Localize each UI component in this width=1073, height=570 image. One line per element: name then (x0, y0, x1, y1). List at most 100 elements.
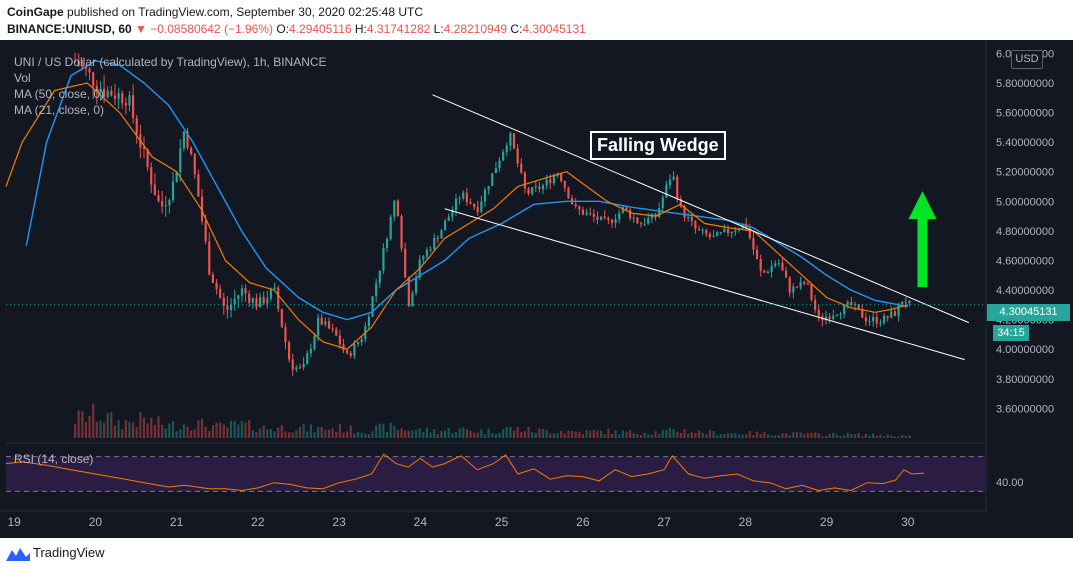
candle-body (404, 248, 407, 278)
time-tick-label: 30 (901, 515, 915, 529)
footer: TradingView (0, 538, 1073, 570)
candle-body (502, 151, 505, 161)
time-tick-label: 27 (657, 515, 671, 529)
candle-body (814, 299, 817, 310)
volume-bar (520, 432, 523, 438)
candle-body (781, 263, 784, 271)
volume-bar (596, 430, 599, 438)
time-tick-label: 24 (414, 515, 428, 529)
volume-bar (222, 424, 225, 438)
volume-bar (538, 428, 541, 438)
candle-body (269, 288, 273, 299)
candle-body (396, 200, 400, 217)
volume-bar (759, 434, 762, 438)
volume-bar (240, 421, 244, 438)
volume-bar (861, 436, 864, 438)
candle-body (719, 232, 722, 234)
volume-bar (491, 432, 494, 438)
candle-body (610, 219, 614, 223)
volume-bar (121, 428, 124, 438)
volume-bar (868, 435, 871, 438)
candle-body (280, 308, 283, 328)
candle-body (901, 302, 904, 305)
volume-bar (335, 431, 338, 438)
volume-bar (353, 433, 356, 438)
candle-body (683, 206, 686, 218)
candle-body (353, 344, 356, 356)
volume-bar (589, 430, 592, 438)
rsi-legend[interactable]: RSI (14, close) (14, 452, 94, 466)
volume-bar (161, 424, 164, 438)
volume-bar (396, 429, 400, 438)
candle-body (480, 201, 483, 212)
legend-volume[interactable]: Vol (14, 71, 31, 85)
candle-body (491, 173, 494, 187)
volume-bar (697, 430, 701, 438)
volume-bar (770, 435, 773, 438)
volume-bar (632, 433, 635, 438)
candle-body (371, 296, 374, 317)
candle-body (665, 185, 668, 198)
volume-bar (433, 429, 436, 438)
publisher-name[interactable]: CoinGape (7, 5, 64, 19)
volume-bar (215, 422, 218, 438)
low-label: L: (433, 22, 444, 36)
candle-body (679, 198, 682, 207)
candle-body (204, 221, 207, 242)
volume-bar (636, 434, 639, 438)
volume-bar (367, 433, 370, 438)
candle-body (701, 229, 704, 231)
volume-bar (389, 422, 392, 438)
candle-body (567, 187, 570, 199)
tradingview-logo-icon[interactable] (6, 545, 30, 561)
tradingview-brand[interactable]: TradingView (33, 545, 105, 560)
candle-body (694, 221, 697, 229)
currency-button[interactable]: USD (1011, 50, 1043, 69)
candle-body (614, 219, 617, 223)
candle-body (897, 304, 900, 316)
candle-body (589, 212, 592, 214)
volume-bar (171, 421, 175, 438)
volume-bar (295, 430, 298, 438)
candle-body (850, 302, 853, 305)
candle-body (832, 315, 835, 319)
volume-bar (574, 431, 577, 438)
candle-body (226, 305, 229, 311)
volume-bar (153, 424, 156, 438)
legend-ma21[interactable]: MA (21, close, 0) (14, 103, 105, 117)
candle-body (113, 95, 117, 99)
volume-bar (716, 435, 719, 438)
candle-body (723, 229, 726, 233)
candle-body (835, 315, 838, 317)
volume-bar (719, 434, 722, 438)
candle-body (142, 147, 146, 149)
candle-body (407, 277, 410, 307)
volume-bar (886, 434, 889, 438)
volume-bar (182, 424, 185, 438)
volume-bar (810, 432, 813, 438)
candle-body (734, 230, 737, 232)
volume-bar (875, 435, 878, 438)
low-value: 4.28210949 (443, 22, 508, 36)
candle-body (429, 249, 432, 251)
rsi-line (5, 453, 925, 492)
candle-body (385, 238, 389, 248)
price-chart[interactable]: 3.600000003.800000004.000000004.20000000… (0, 40, 1073, 538)
candle-body (708, 234, 712, 238)
volume-bar (462, 427, 465, 438)
candle-body (233, 298, 236, 305)
candle-body (211, 274, 215, 283)
volume-bar (821, 436, 824, 438)
volume-bar (425, 427, 429, 438)
legend-ma50[interactable]: MA (50, close, 0) (14, 87, 105, 101)
volume-bar (806, 432, 809, 438)
volume-bar (556, 433, 559, 438)
volume-bar (168, 423, 171, 438)
price-tick-label: 4.80000000 (996, 226, 1054, 238)
volume-bar (288, 432, 291, 438)
volume-bar (465, 429, 468, 438)
candle-body (462, 192, 465, 199)
volume-bar (745, 434, 748, 438)
candle-body (658, 208, 661, 218)
falling-wedge-label[interactable]: Falling Wedge (590, 131, 726, 160)
